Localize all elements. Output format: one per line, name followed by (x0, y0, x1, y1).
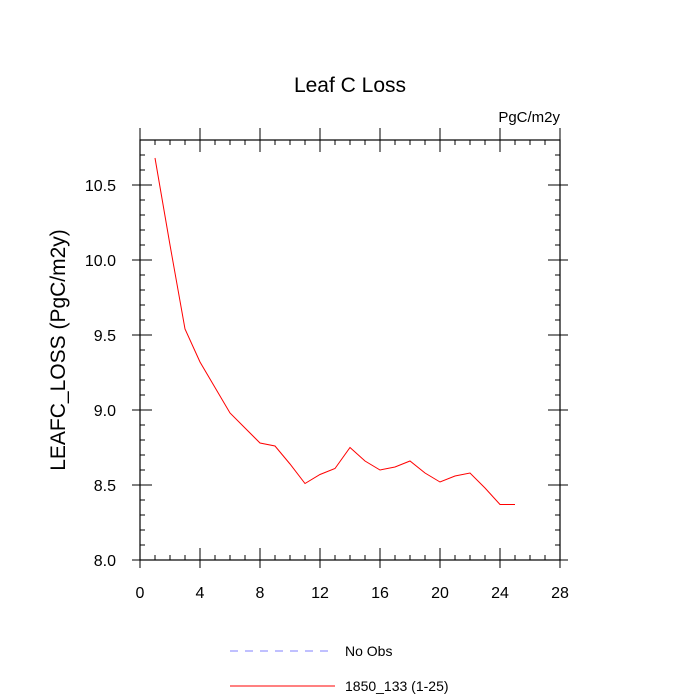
chart-title: Leaf C Loss (294, 74, 406, 97)
x-tick-label: 8 (256, 585, 265, 602)
units-label: PgC/m2y (498, 109, 560, 126)
x-tick-label: 0 (136, 585, 145, 602)
legend: No Obs 1850_133 (1-25) (230, 643, 449, 694)
legend-label: No Obs (345, 643, 392, 659)
x-tick-label: 16 (371, 585, 389, 602)
y-tick-labels: 8.0 8.5 9.0 9.5 10.0 10.5 (85, 178, 116, 570)
axis-ticks (132, 128, 568, 568)
x-tick-label: 20 (431, 585, 449, 602)
series-line (154, 157, 515, 505)
plot-frame (139, 139, 561, 561)
y-tick-label: 10.0 (85, 253, 116, 270)
y-tick-label: 9.0 (94, 403, 116, 420)
x-tick-label: 12 (311, 585, 329, 602)
y-axis-label: LEAFC_LOSS (PgC/m2y) (47, 229, 70, 471)
legend-label: 1850_133 (1-25) (345, 678, 449, 694)
series-group (154, 157, 515, 505)
y-tick-label: 8.0 (94, 553, 116, 570)
x-tick-label: 28 (551, 585, 569, 602)
y-tick-label: 9.5 (94, 328, 116, 345)
y-tick-label: 8.5 (94, 478, 116, 495)
y-tick-label: 10.5 (85, 178, 116, 195)
x-tick-label: 4 (196, 585, 205, 602)
x-tick-labels: 0 4 8 12 16 20 24 28 (136, 585, 569, 602)
x-tick-label: 24 (491, 585, 509, 602)
